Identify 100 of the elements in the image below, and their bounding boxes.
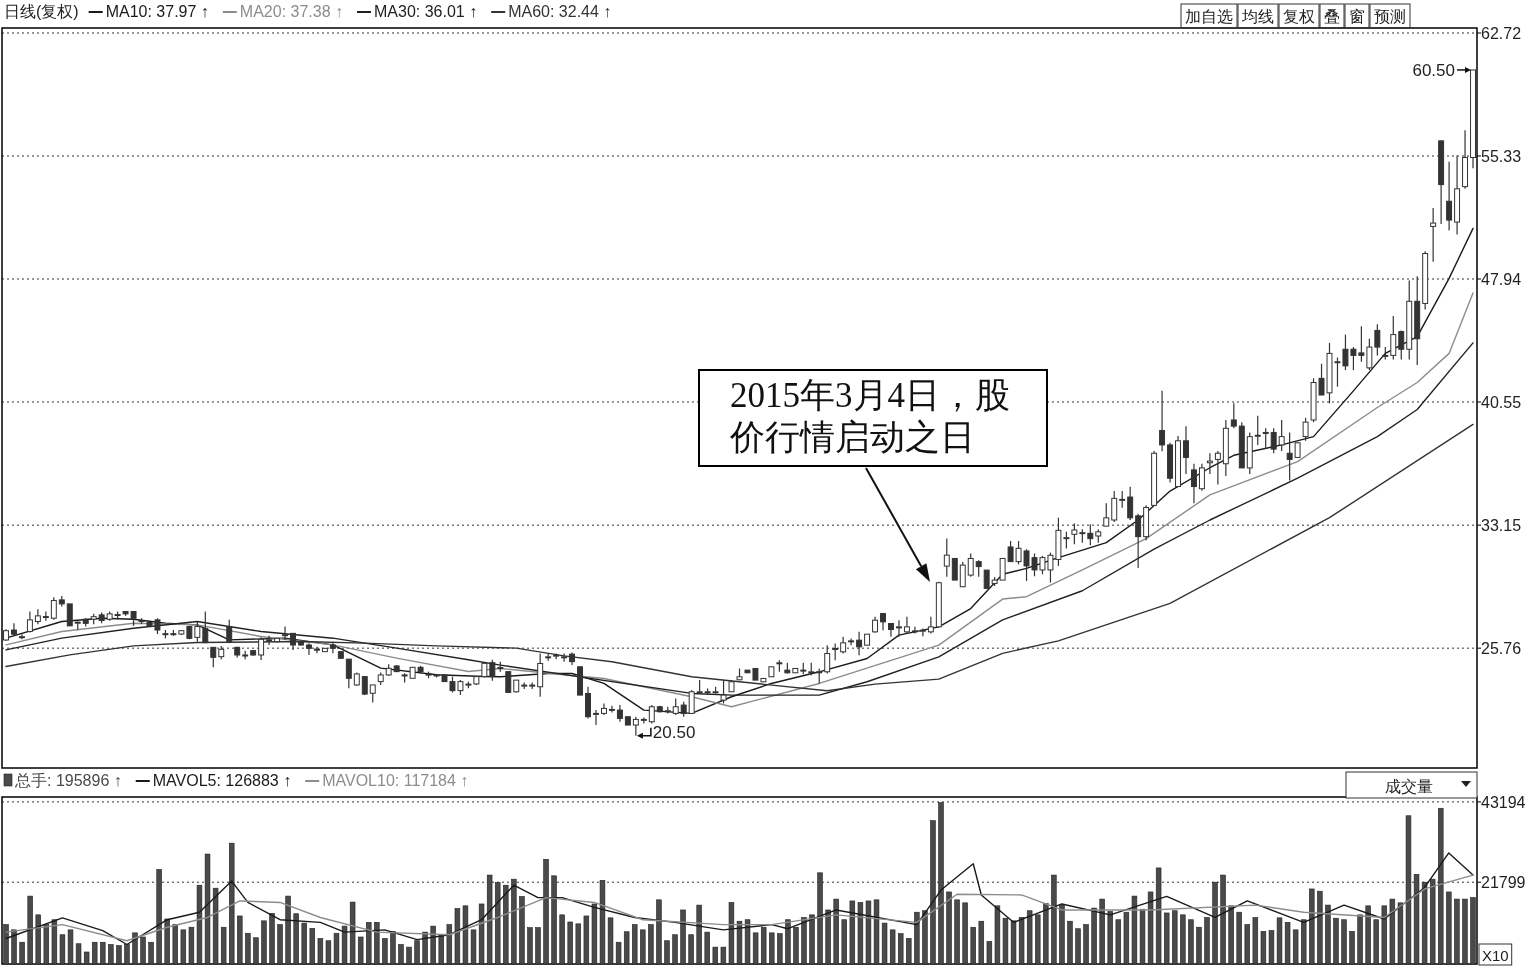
candlestick bbox=[202, 610, 209, 644]
bar bbox=[1123, 911, 1130, 965]
candlestick bbox=[983, 569, 990, 590]
text: 预测 bbox=[1374, 8, 1406, 25]
bar bbox=[357, 936, 364, 965]
bar bbox=[108, 944, 114, 965]
candlestick bbox=[42, 610, 49, 622]
candlestick bbox=[1398, 329, 1405, 361]
bar bbox=[1349, 931, 1355, 965]
text: X10 bbox=[1482, 947, 1509, 964]
bar bbox=[220, 926, 227, 965]
bar bbox=[897, 933, 904, 965]
y-tick-label: 21799 bbox=[1481, 874, 1526, 892]
bar bbox=[382, 938, 388, 965]
y-tick-label: 47.94 bbox=[1481, 270, 1522, 288]
bar bbox=[688, 934, 694, 965]
candlestick bbox=[1206, 452, 1213, 475]
candlestick bbox=[1254, 415, 1261, 446]
candlestick bbox=[1111, 490, 1118, 523]
bar bbox=[1260, 931, 1267, 965]
candlestick bbox=[18, 633, 25, 640]
bar bbox=[1115, 919, 1122, 965]
candlestick bbox=[1270, 427, 1277, 454]
bar bbox=[406, 946, 412, 965]
bar bbox=[978, 920, 985, 965]
candlestick bbox=[545, 652, 552, 662]
bar bbox=[946, 891, 952, 965]
bar bbox=[986, 941, 993, 965]
bar bbox=[704, 931, 710, 965]
candlestick bbox=[505, 671, 512, 693]
bar bbox=[75, 943, 82, 965]
chart-title: 日线(复权) bbox=[4, 3, 79, 20]
bar bbox=[559, 914, 565, 965]
bar bbox=[527, 927, 533, 965]
bar bbox=[1244, 924, 1251, 965]
bar bbox=[954, 899, 960, 965]
bar bbox=[841, 919, 847, 965]
candlestick bbox=[50, 596, 57, 621]
bar bbox=[1172, 910, 1178, 965]
bar bbox=[720, 946, 727, 965]
bar bbox=[91, 941, 98, 965]
candlestick bbox=[10, 622, 17, 637]
bar bbox=[575, 923, 582, 965]
bar bbox=[100, 941, 106, 965]
candlestick bbox=[1446, 161, 1453, 231]
legend-label: MA10: 37.97 ↑ bbox=[105, 3, 209, 20]
candlestick bbox=[895, 619, 902, 638]
candlestick bbox=[593, 709, 599, 726]
candlestick bbox=[1430, 207, 1437, 263]
y-tick-label: 62.72 bbox=[1481, 24, 1522, 42]
candlestick bbox=[927, 616, 934, 635]
line-series bbox=[5, 874, 1474, 942]
bar bbox=[906, 938, 912, 965]
candlestick bbox=[194, 620, 201, 643]
candlestick bbox=[1183, 425, 1189, 475]
bar bbox=[615, 941, 622, 965]
legend-label: MA60: 32.44 ↑ bbox=[508, 3, 612, 20]
candlestick bbox=[911, 626, 918, 635]
bar bbox=[1284, 922, 1291, 965]
bar bbox=[567, 921, 573, 965]
bar bbox=[261, 920, 267, 965]
bar bbox=[245, 932, 251, 965]
bar bbox=[623, 931, 630, 965]
text: 均线 bbox=[1241, 8, 1274, 25]
y-tick-label: 40.55 bbox=[1481, 393, 1522, 411]
candlestick bbox=[226, 619, 233, 644]
text: 成交量 bbox=[1385, 778, 1433, 795]
bar bbox=[1357, 914, 1363, 965]
bar bbox=[1446, 891, 1452, 965]
candlestick bbox=[345, 658, 352, 689]
bar bbox=[309, 928, 316, 965]
bar bbox=[970, 926, 976, 965]
candlestick bbox=[1262, 427, 1269, 450]
bar bbox=[116, 945, 122, 965]
candlestick bbox=[648, 704, 655, 724]
candlestick bbox=[959, 561, 966, 588]
bar bbox=[1075, 928, 1081, 965]
candlestick bbox=[1374, 323, 1381, 356]
bar bbox=[777, 933, 783, 965]
candlestick bbox=[903, 616, 910, 635]
candlestick bbox=[26, 610, 33, 634]
bar bbox=[648, 924, 654, 965]
bar bbox=[664, 940, 670, 965]
bar bbox=[535, 927, 541, 965]
candlestick bbox=[848, 637, 855, 646]
bar bbox=[188, 926, 195, 965]
legend-label: 总手: 195896 ↑ bbox=[14, 772, 122, 789]
y-tick-label: 25.76 bbox=[1481, 640, 1522, 658]
bar bbox=[1236, 911, 1242, 965]
bar bbox=[1470, 897, 1476, 965]
annotation: 20.50 bbox=[652, 722, 696, 742]
bar bbox=[962, 902, 968, 965]
bar bbox=[889, 929, 896, 965]
bar bbox=[769, 932, 775, 965]
bar bbox=[519, 896, 525, 965]
candlestick bbox=[266, 635, 273, 646]
candlestick bbox=[561, 652, 568, 663]
bar bbox=[1196, 926, 1202, 965]
bar bbox=[752, 932, 759, 965]
candlestick bbox=[1278, 419, 1285, 452]
